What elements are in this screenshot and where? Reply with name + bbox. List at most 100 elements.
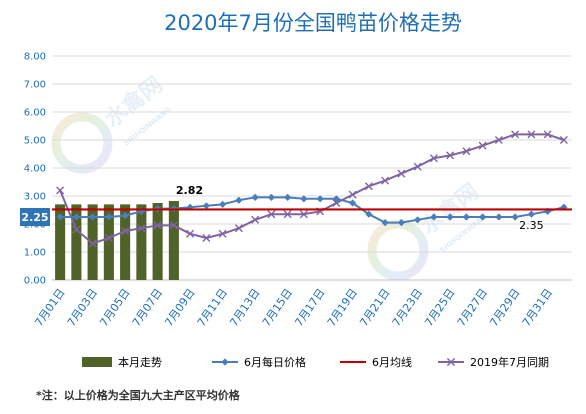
- x-marker: [299, 210, 308, 219]
- grid-lines: [52, 55, 572, 281]
- x-tick-label: 7月05日: [97, 286, 132, 329]
- diamond-marker: [105, 213, 113, 221]
- x-marker: [364, 182, 373, 191]
- diamond-marker: [89, 213, 97, 221]
- x-tick-label: 7月13日: [227, 286, 262, 329]
- watermark-logo-ring: [51, 112, 113, 174]
- x-marker: [169, 221, 178, 230]
- x-tick-label: 7月17日: [292, 286, 327, 329]
- bar: [168, 201, 179, 280]
- diamond-marker: [495, 213, 503, 221]
- x-tick-label: 7月11日: [195, 286, 230, 329]
- bar: [103, 204, 114, 280]
- x-tick-label: 7月01日: [32, 286, 67, 329]
- x-marker: [397, 169, 406, 178]
- y-tick-label: 5.00: [24, 136, 46, 147]
- x-marker: [429, 154, 438, 163]
- x-marker: [332, 199, 341, 207]
- x-marker: [234, 224, 243, 233]
- data-labels: 2.82 2.25 2.35: [20, 184, 544, 232]
- x-tick-label: 7月09日: [162, 286, 197, 329]
- legend-label: 2019年7月同期: [470, 355, 549, 369]
- watermark-logo-ring: [367, 219, 429, 281]
- diamond-marker: [284, 193, 292, 201]
- x-marker: [153, 221, 162, 230]
- diamond-marker: [381, 219, 389, 227]
- diamond-marker: [316, 195, 324, 203]
- x-tick-label: 7月25日: [422, 286, 457, 329]
- x-tick-label: 7月27日: [455, 286, 490, 329]
- legend-label: 6月均线: [372, 355, 412, 369]
- bar: [136, 204, 147, 280]
- diamond-marker: [300, 195, 308, 203]
- y-tick-label: 6.00: [24, 108, 46, 119]
- x-tick-label: 7月21日: [357, 286, 392, 329]
- x-marker: [559, 136, 568, 144]
- x-tick-label: 7月03日: [65, 286, 100, 329]
- legend-label: 本月走势: [118, 355, 162, 369]
- x-marker: [137, 224, 146, 233]
- x-marker: [348, 190, 357, 199]
- diamond-marker: [121, 212, 129, 220]
- x-axis: 7月01日7月03日7月05日7月07日7月09日7月11日7月13日7月15日…: [32, 286, 555, 329]
- diamond-marker: [56, 213, 64, 221]
- chart-footnote: *注：以上价格为全国九大主产区平均价格: [36, 388, 241, 402]
- x-marker: [527, 130, 536, 139]
- x-marker: [88, 239, 97, 248]
- bar: [55, 204, 66, 280]
- y-tick-label: 3.00: [24, 192, 46, 203]
- diamond-marker: [479, 213, 487, 221]
- diamond-marker: [430, 213, 438, 221]
- x-marker: [543, 130, 552, 139]
- x-marker: [251, 215, 260, 224]
- x-marker: [462, 147, 471, 156]
- diamond-marker: [219, 200, 227, 208]
- diamond-marker: [251, 193, 259, 201]
- diamond-marker: [365, 210, 373, 218]
- y-tick-label: 4.00: [24, 164, 46, 175]
- x-tick-label: 7月19日: [325, 286, 360, 329]
- diamond-marker: [527, 210, 535, 218]
- diamond-marker: [267, 193, 275, 201]
- x-marker: [104, 234, 113, 242]
- diamond-marker: [235, 196, 243, 204]
- data-label-box: [20, 208, 50, 226]
- diamond-marker: [511, 213, 519, 221]
- diamond-marker: [397, 219, 405, 227]
- line-series: [52, 130, 572, 248]
- y-tick-label: 0.00: [24, 276, 46, 287]
- bar-series: [55, 201, 179, 280]
- x-marker: [478, 141, 487, 150]
- x-tick-label: 7月15日: [260, 286, 295, 329]
- x-marker: [511, 130, 520, 139]
- legend-swatch: [82, 357, 112, 367]
- diamond-marker: [414, 216, 422, 224]
- x-marker: [121, 227, 130, 235]
- bar: [120, 204, 131, 280]
- bar: [71, 204, 82, 280]
- diamond-marker: [462, 213, 470, 221]
- bar: [152, 203, 163, 280]
- chart-title: 2020年7月份全国鸭苗价格走势: [164, 11, 462, 35]
- legend-label: 6月每日价格: [244, 355, 306, 369]
- y-tick-label: 1.00: [24, 248, 46, 259]
- x-tick-label: 7月07日: [130, 286, 165, 329]
- x-tick-label: 7月31日: [520, 286, 555, 329]
- x-marker: [413, 162, 422, 171]
- diamond-marker: [332, 195, 340, 203]
- x-marker: [202, 234, 211, 242]
- diamond-marker: [446, 213, 454, 221]
- diamond-marker: [202, 202, 210, 210]
- x-marker: [72, 225, 81, 234]
- series-line: [59, 133, 565, 245]
- y-tick-label: 8.00: [24, 52, 46, 63]
- bar: [87, 204, 98, 280]
- x-marker: [267, 210, 276, 219]
- x-marker: [494, 136, 503, 144]
- x-marker: [56, 186, 65, 195]
- x-marker: [381, 176, 390, 185]
- legend: 本月走势 6月每日价格 6月均线 2019年7月同期: [82, 355, 549, 369]
- x-marker: [218, 229, 227, 238]
- y-tick-label: 7.00: [24, 80, 46, 91]
